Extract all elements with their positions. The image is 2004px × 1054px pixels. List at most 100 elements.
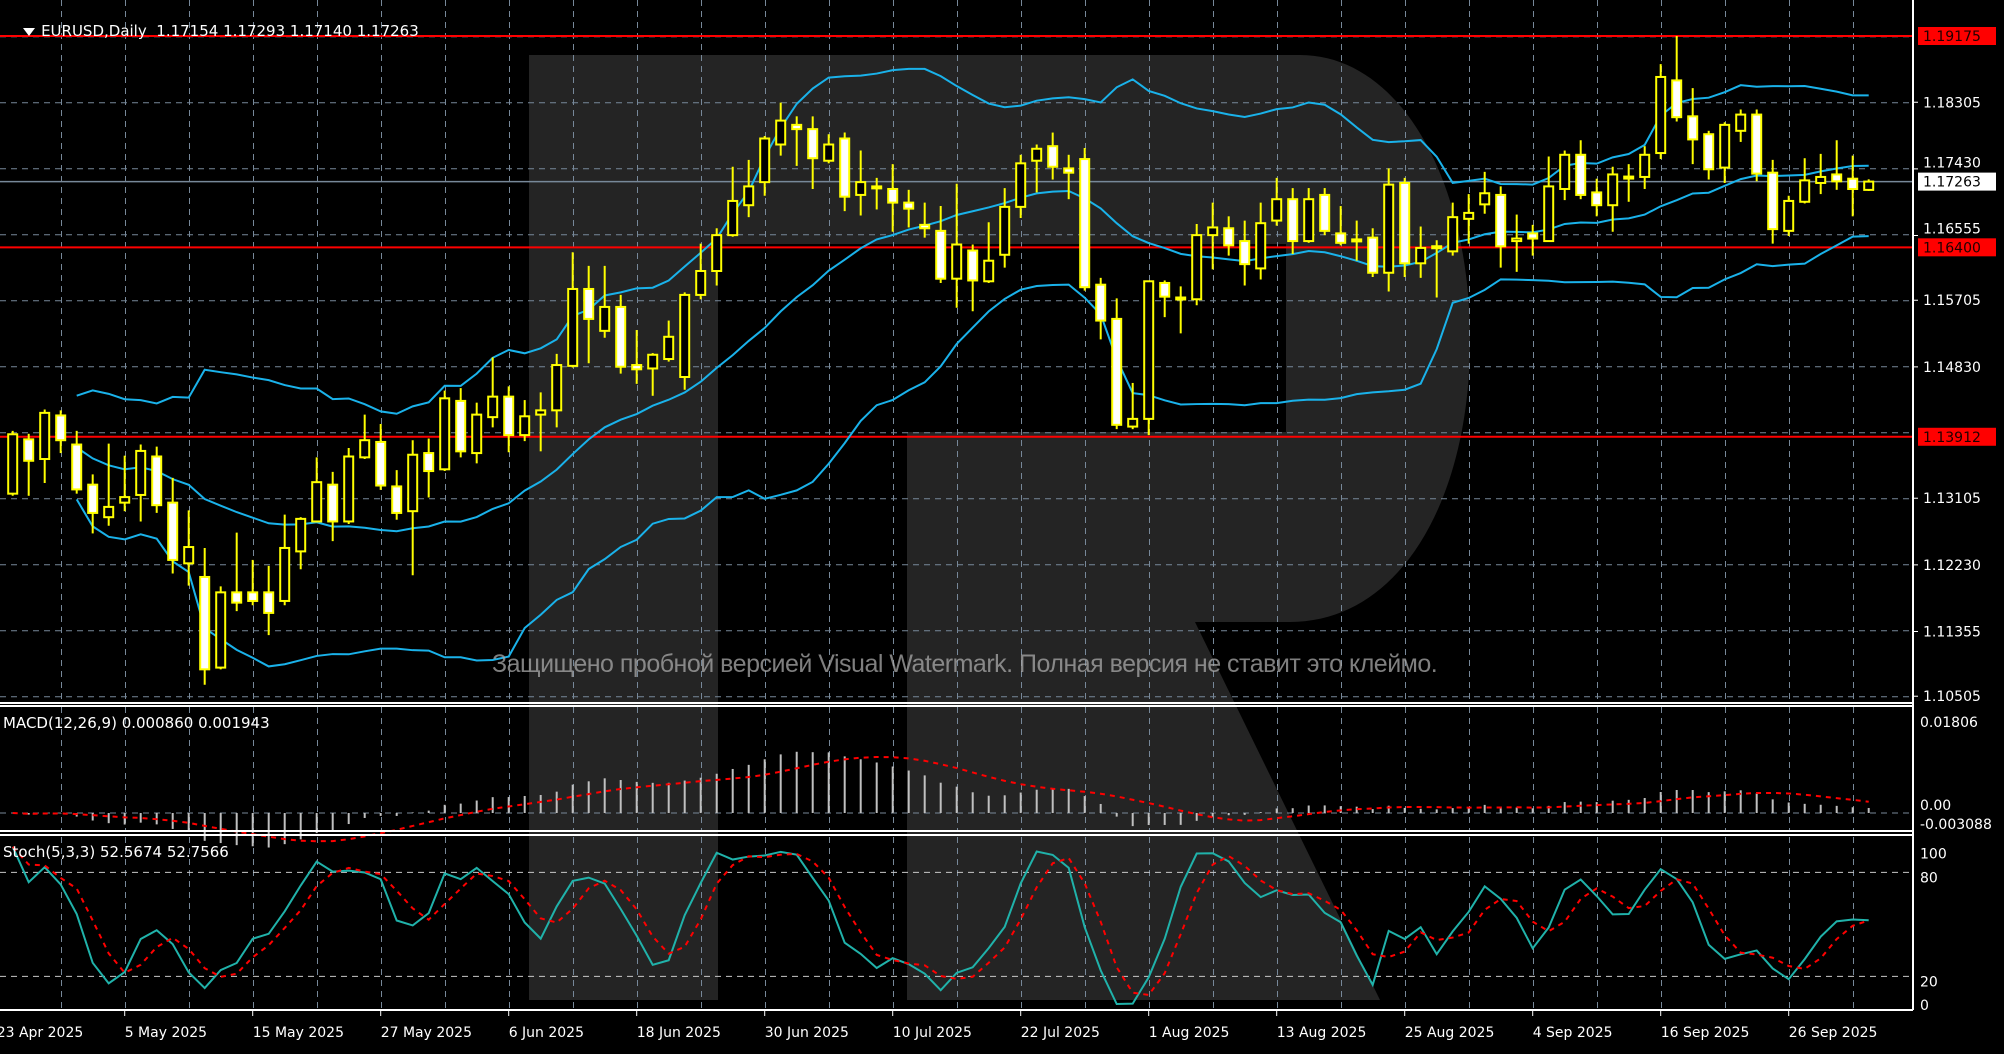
stoch-main-line xyxy=(11,846,1869,1006)
candle-bearish xyxy=(1671,79,1683,119)
candle-bullish xyxy=(1719,123,1731,169)
price-axis-label: 1.18305 xyxy=(1923,95,1981,111)
candle-bearish xyxy=(23,438,35,462)
candle-bearish xyxy=(887,187,899,204)
candle-bearish xyxy=(1703,133,1715,171)
candle-bearish xyxy=(919,223,931,230)
candle-bearish xyxy=(1527,232,1539,240)
price-axis-label: 1.11355 xyxy=(1923,624,1981,640)
candle-bullish xyxy=(1639,153,1651,178)
candle-bullish xyxy=(743,185,755,207)
candle-bullish xyxy=(1655,75,1667,155)
panel-frames xyxy=(0,0,1914,1011)
candle-bearish xyxy=(1287,198,1299,243)
candle-bearish xyxy=(1079,158,1091,289)
candle-bullish xyxy=(1015,162,1027,208)
candle-bullish xyxy=(1127,417,1139,428)
candle-bullish xyxy=(663,335,675,361)
price-axis-label: 1.15705 xyxy=(1923,293,1981,309)
candle-bullish xyxy=(343,455,355,523)
candle-bearish xyxy=(391,485,403,514)
candle-bearish xyxy=(1239,240,1251,266)
candle-bearish xyxy=(231,591,243,604)
candle-bullish xyxy=(1431,245,1443,250)
stoch-label: Stoch(5,3,3) 52.5674 52.7566 xyxy=(3,843,229,861)
dropdown-triangle-icon[interactable] xyxy=(23,27,36,36)
candle-bullish xyxy=(1799,179,1811,203)
candle-bearish xyxy=(1319,193,1331,232)
level-price-label: 1.16400 xyxy=(1923,240,1981,256)
candle-bullish xyxy=(279,546,291,602)
level-price-label: 1.19175 xyxy=(1923,29,1981,45)
candle-bullish xyxy=(1463,211,1475,220)
date-axis-label: 1 Aug 2025 xyxy=(1149,1025,1230,1041)
candle-bearish xyxy=(1399,181,1411,265)
date-axis-label: 30 Jun 2025 xyxy=(765,1025,849,1041)
candle-bearish xyxy=(807,128,819,160)
candle-bearish xyxy=(967,249,979,282)
candle-bullish xyxy=(759,137,771,184)
candle-bullish xyxy=(823,143,835,162)
price-axis: 1.18305 1.17430 1.16555 1.15705 1.14830 1.131… xyxy=(1913,27,1996,1014)
candles xyxy=(7,36,1875,685)
current-price-tag xyxy=(1918,172,1996,191)
candle-bullish xyxy=(119,496,131,504)
candle-bearish xyxy=(423,452,435,473)
candle-bearish xyxy=(1591,191,1603,207)
candle-bullish xyxy=(295,517,307,553)
stoch-main-value: 52.5674 xyxy=(100,843,163,861)
symbol-timeframe: EURUSD,Daily xyxy=(41,22,147,40)
stochastic-panel xyxy=(11,846,1870,1006)
watermark-logo xyxy=(529,55,1470,1000)
low-value: 1.17140 xyxy=(289,22,352,40)
candle-bullish xyxy=(1607,173,1619,207)
candle-bearish xyxy=(247,591,259,602)
macd-axis-zero: 0.00 xyxy=(1920,798,1951,814)
candle-bearish xyxy=(87,483,99,514)
candle-bearish xyxy=(935,229,947,280)
candle-bullish xyxy=(1735,113,1747,132)
stoch-signal-line xyxy=(11,846,1870,997)
candle-bullish xyxy=(471,413,483,455)
logo-bowl xyxy=(718,55,1470,622)
candle-bearish xyxy=(71,443,83,491)
candle-bullish xyxy=(1511,237,1523,243)
bollinger-middle-line xyxy=(76,164,1869,533)
candle-bearish xyxy=(871,185,883,190)
close-value: 1.17263 xyxy=(356,22,419,40)
stoch-name: Stoch(5,3,3) xyxy=(3,843,96,861)
candle-bullish xyxy=(711,234,723,272)
candle-bearish xyxy=(1063,167,1075,174)
candle-bearish xyxy=(1367,236,1379,274)
candle-bullish xyxy=(487,395,499,419)
candle-bearish xyxy=(375,440,387,487)
stoch-axis-label: 0 xyxy=(1920,998,1929,1014)
candle-bullish xyxy=(983,259,995,283)
date-axis-label: 23 Apr 2025 xyxy=(0,1025,83,1041)
candle-bearish xyxy=(1847,177,1859,190)
level-price-tag xyxy=(1918,238,1996,257)
candle-bearish xyxy=(1575,153,1587,196)
candle-bullish xyxy=(1479,192,1491,206)
price-axis-label: 1.13105 xyxy=(1923,491,1981,507)
candle-bullish xyxy=(407,453,419,513)
candle-bullish xyxy=(951,243,963,280)
price-axis-label: 1.10505 xyxy=(1923,689,1981,705)
candle-bearish xyxy=(151,455,163,507)
candle-bearish xyxy=(1159,281,1171,298)
watermark-text: Защищено пробной версией Visual Watermar… xyxy=(492,650,1438,678)
price-axis-label: 1.16555 xyxy=(1923,221,1981,237)
candle-bullish xyxy=(855,181,867,196)
time-axis: 23 Apr 2025 5 May 2025 15 May 2025 27 May 2… xyxy=(0,1010,1877,1041)
candle-bearish xyxy=(1095,283,1107,322)
macd-main-value: 0.000860 xyxy=(121,714,194,732)
candle-bullish xyxy=(1623,175,1635,180)
candle-bullish xyxy=(775,119,787,146)
candle-bullish xyxy=(647,353,659,370)
candle-bullish xyxy=(1031,147,1043,162)
price-axis-label: 1.12230 xyxy=(1923,558,1981,574)
candle-bullish xyxy=(519,415,531,437)
chart-header: EURUSD,Daily 1.17154 1.17293 1.17140 1.1… xyxy=(4,4,419,58)
